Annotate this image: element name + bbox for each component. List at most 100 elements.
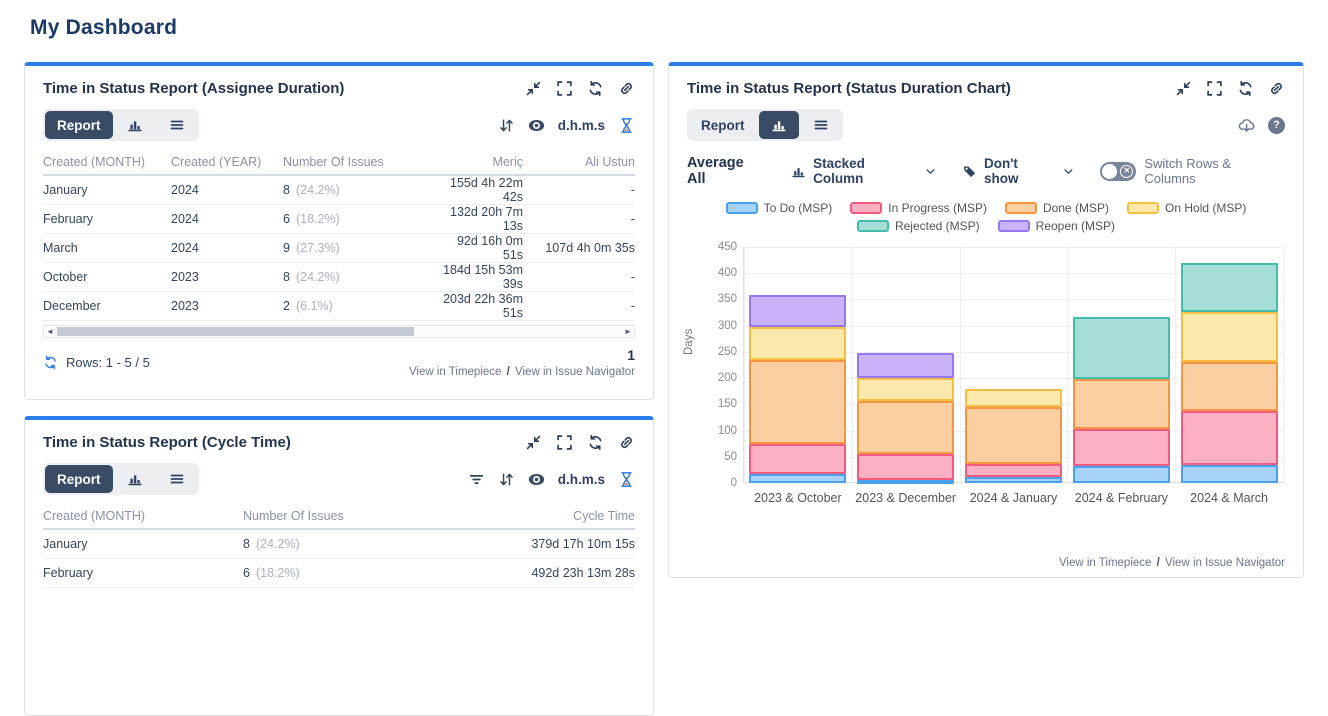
view-in-timepiece-link[interactable]: View in Timepiece <box>408 366 502 378</box>
report-tab[interactable]: Report <box>689 111 757 139</box>
collapse-icon[interactable] <box>525 80 542 97</box>
bar-segment[interactable] <box>1072 466 1170 483</box>
bar-segment[interactable] <box>1072 428 1170 467</box>
bar-segment[interactable] <box>964 463 1062 478</box>
gridline <box>744 273 1283 275</box>
cell-year: 2023 <box>171 270 199 284</box>
link-icon[interactable] <box>618 434 635 451</box>
gridline-vertical <box>851 247 853 483</box>
bar-segment[interactable] <box>857 353 955 378</box>
cell-issues: 8 (24.2%) <box>283 183 340 197</box>
rows-count-label: Rows: 1 - 5 / 5 <box>66 355 150 370</box>
legend-label: Done (MSP) <box>1043 201 1110 215</box>
list-tab-icon[interactable] <box>157 465 197 493</box>
legend-item[interactable]: Done (MSP) <box>1005 201 1109 215</box>
chart-tab-icon[interactable] <box>115 465 155 493</box>
bar-segment[interactable] <box>964 389 1062 407</box>
bar-segment[interactable] <box>1180 312 1278 362</box>
horizontal-scrollbar[interactable]: ◄ ► <box>43 325 635 338</box>
sort-icon[interactable] <box>498 117 515 134</box>
bar-segment[interactable] <box>749 294 847 328</box>
legend-label: On Hold (MSP) <box>1165 201 1247 215</box>
average-all-label[interactable]: Average All <box>687 155 744 187</box>
legend-item[interactable]: Rejected (MSP) <box>856 219 980 233</box>
refresh-icon[interactable] <box>587 80 604 97</box>
fullscreen-icon[interactable] <box>556 434 573 451</box>
filter-icon[interactable] <box>468 471 485 488</box>
list-tab-icon[interactable] <box>157 111 197 139</box>
view-in-issue-navigator-link[interactable]: View in Issue Navigator <box>515 366 635 378</box>
eye-icon[interactable] <box>527 471 545 488</box>
fullscreen-icon[interactable] <box>556 80 573 97</box>
col-number-of-issues: Number Of Issues <box>283 154 384 169</box>
bar-segment[interactable] <box>749 359 847 444</box>
legend-label: Rejected (MSP) <box>894 219 980 233</box>
label-display-dropdown[interactable]: Don't show <box>962 156 1074 186</box>
bar-segment[interactable] <box>749 327 847 360</box>
x-axis-tick-label: 2024 & February <box>1074 491 1168 505</box>
tag-icon <box>963 165 976 177</box>
bar-segment[interactable] <box>1072 379 1170 429</box>
legend-item[interactable]: Reopen (MSP) <box>997 219 1115 233</box>
y-axis-tick: 50 <box>724 450 737 463</box>
scroll-left-arrow[interactable]: ◄ <box>46 327 54 336</box>
chart-tab-icon[interactable] <box>758 111 799 139</box>
bar-segment[interactable] <box>1180 361 1278 412</box>
report-tab[interactable]: Report <box>45 465 113 493</box>
bar-segment[interactable] <box>857 401 955 454</box>
bar-segment[interactable] <box>1180 262 1278 313</box>
view-in-timepiece-link[interactable]: View in Timepiece <box>1058 557 1152 569</box>
rows-refresh-icon[interactable] <box>43 355 58 370</box>
legend-item[interactable]: In Progress (MSP) <box>850 201 987 215</box>
collapse-icon[interactable] <box>525 434 542 451</box>
sort-icon[interactable] <box>498 471 515 488</box>
link-icon[interactable] <box>1268 80 1285 97</box>
cell-cycle-time: 379d 17h 10m 15s <box>531 537 635 551</box>
y-axis-tick: 250 <box>717 345 737 358</box>
list-tab-icon[interactable] <box>801 111 841 139</box>
cell-meric: 155d 4h 22m 42s <box>450 176 523 204</box>
panel-status-duration-chart: Time in Status Report (Status Duration C… <box>668 62 1304 578</box>
refresh-icon[interactable] <box>587 434 604 451</box>
col-meric: Meriç <box>492 154 523 169</box>
bar-segment[interactable] <box>964 406 1062 464</box>
legend-swatch-icon <box>1005 202 1037 214</box>
collapse-icon[interactable] <box>1175 80 1192 97</box>
time-unit-label: d.h.m.s <box>557 117 605 133</box>
bar-segment[interactable] <box>749 473 847 483</box>
fullscreen-icon[interactable] <box>1206 80 1223 97</box>
cloud-download-icon[interactable] <box>1238 117 1255 134</box>
gridline <box>744 299 1283 301</box>
bar-segment[interactable] <box>857 377 955 402</box>
bar-segment[interactable] <box>964 477 1062 483</box>
bar-segment[interactable] <box>749 443 847 474</box>
col-created-month: Created (MONTH) <box>43 154 146 169</box>
bar-segment[interactable] <box>1180 465 1278 483</box>
refresh-icon[interactable] <box>1237 80 1254 97</box>
cell-month: December <box>43 299 101 313</box>
bar-segment[interactable] <box>1180 411 1278 466</box>
bar-segment[interactable] <box>1072 316 1170 380</box>
scrollbar-thumb[interactable] <box>57 327 414 336</box>
label-display-value: Don't show <box>983 156 1019 186</box>
chart-plot-area: 0 50 100 150 200 250 300 350 400 450 2023 & Octobe… <box>718 241 1284 505</box>
bar-segment[interactable] <box>857 453 955 480</box>
hourglass-icon[interactable] <box>618 117 635 134</box>
chart-type-dropdown[interactable]: Stacked Column <box>791 156 936 186</box>
switch-rows-columns-toggle[interactable]: ✕ <box>1099 161 1137 181</box>
cell-meric: 184d 15h 53m 39s <box>443 263 523 291</box>
report-tab[interactable]: Report <box>45 111 113 139</box>
scroll-right-arrow[interactable]: ► <box>624 327 632 336</box>
chart-tab-icon[interactable] <box>115 111 155 139</box>
hourglass-icon[interactable] <box>618 471 635 488</box>
eye-icon[interactable] <box>527 117 545 134</box>
table-header: Created (MONTH) Number Of Issues Cycle T… <box>43 503 635 530</box>
bar-segment[interactable] <box>857 479 955 484</box>
cell-year: 2024 <box>171 241 199 255</box>
legend-item[interactable]: On Hold (MSP) <box>1127 201 1246 215</box>
view-in-issue-navigator-link[interactable]: View in Issue Navigator <box>1165 557 1285 569</box>
link-separator: / <box>1156 557 1160 569</box>
help-icon[interactable]: ? <box>1268 116 1285 134</box>
link-icon[interactable] <box>618 80 635 97</box>
legend-item[interactable]: To Do (MSP) <box>725 201 832 215</box>
